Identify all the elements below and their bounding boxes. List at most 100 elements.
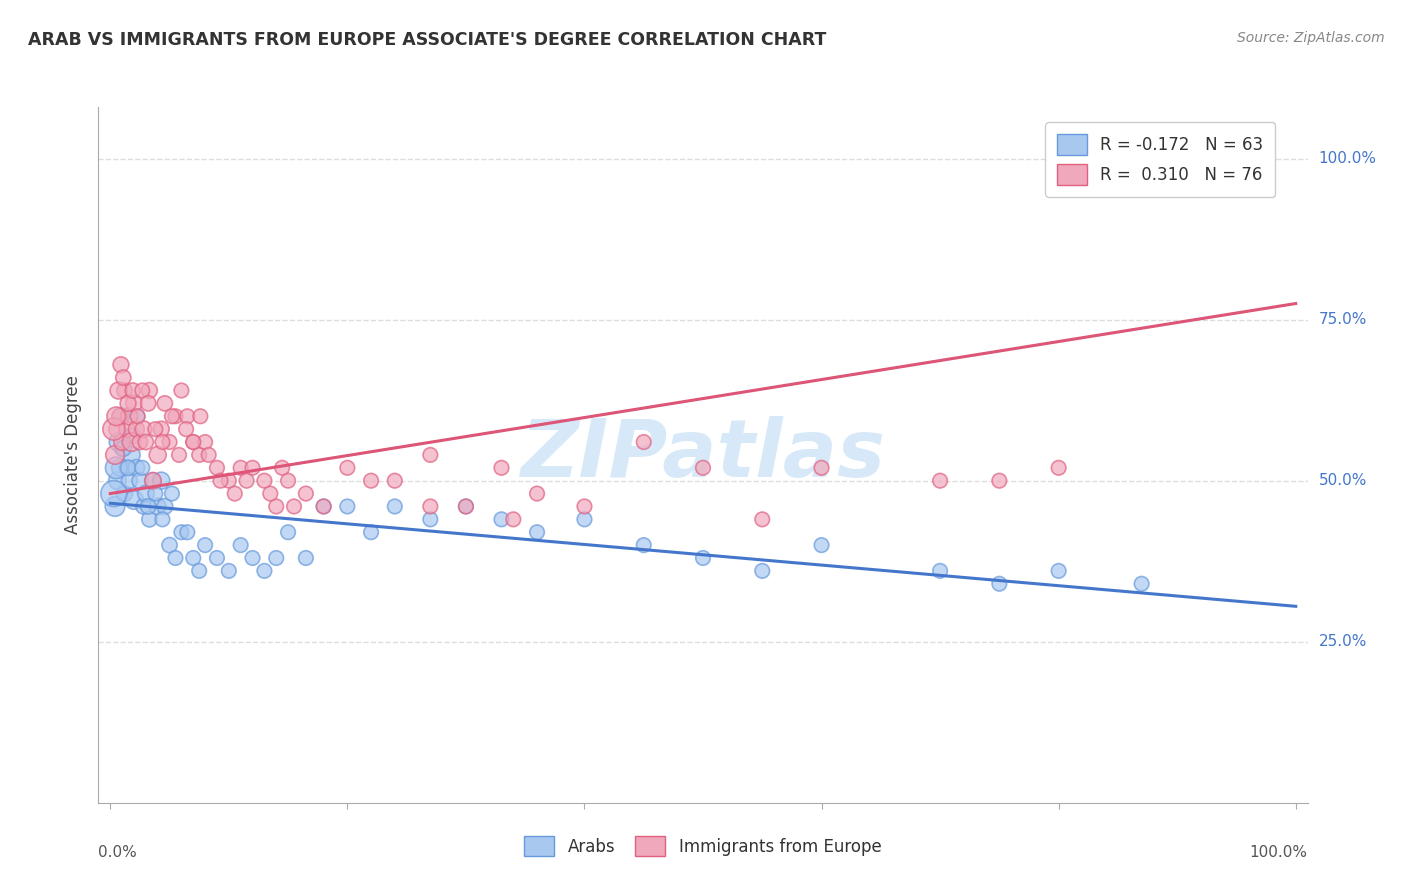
Point (150, 422, 173, 436)
Point (253, 474, 276, 488)
Point (384, 474, 406, 488)
Text: ZIPatlas: ZIPatlas (520, 416, 886, 494)
Point (205, 551, 228, 566)
Point (112, 442, 135, 456)
Text: 75.0%: 75.0% (1319, 312, 1367, 327)
Point (135, 435, 157, 450)
Point (419, 500, 441, 514)
Point (264, 500, 287, 514)
Text: 100.0%: 100.0% (1319, 151, 1376, 166)
Point (181, 435, 204, 450)
Point (132, 422, 155, 436)
Point (336, 460, 359, 475)
Point (419, 512, 441, 526)
Point (264, 551, 287, 566)
Point (153, 500, 176, 514)
Point (121, 435, 143, 450)
Point (283, 500, 305, 514)
Point (176, 525, 198, 540)
Point (103, 486, 125, 500)
Point (174, 422, 197, 436)
Point (105, 460, 128, 475)
Text: 25.0%: 25.0% (1319, 634, 1367, 649)
Point (165, 409, 187, 424)
Point (419, 448, 441, 462)
Point (235, 474, 257, 488)
Point (181, 435, 204, 450)
Point (242, 460, 264, 475)
Point (105, 409, 128, 424)
Point (526, 525, 548, 540)
Point (312, 500, 335, 514)
Point (209, 474, 232, 488)
Point (111, 435, 134, 450)
Point (194, 538, 217, 552)
Point (633, 538, 655, 552)
Point (121, 448, 143, 462)
Legend: Arabs, Immigrants from Europe: Arabs, Immigrants from Europe (516, 828, 890, 864)
Point (574, 500, 596, 514)
Point (142, 474, 165, 488)
Point (810, 538, 832, 552)
Point (751, 564, 773, 578)
Point (104, 500, 127, 514)
Point (114, 486, 136, 500)
Point (105, 422, 128, 436)
Point (277, 525, 299, 540)
Point (152, 512, 174, 526)
Point (929, 564, 952, 578)
Point (218, 474, 240, 488)
Point (810, 460, 832, 475)
Point (360, 474, 382, 488)
Point (1047, 460, 1070, 475)
Point (118, 409, 141, 424)
Point (108, 460, 131, 475)
Point (122, 396, 145, 410)
Point (988, 576, 1011, 591)
Point (135, 486, 157, 500)
Point (104, 448, 127, 462)
Point (242, 551, 264, 566)
Point (118, 474, 141, 488)
Point (176, 409, 198, 424)
Point (110, 358, 132, 372)
Point (131, 460, 153, 475)
Point (197, 448, 219, 462)
Point (1047, 564, 1070, 578)
Point (160, 409, 183, 424)
Point (117, 460, 139, 475)
Point (143, 422, 166, 436)
Point (692, 551, 714, 566)
Point (491, 512, 513, 526)
Point (170, 525, 193, 540)
Point (125, 460, 148, 475)
Point (188, 448, 211, 462)
Point (150, 474, 173, 488)
Point (751, 512, 773, 526)
Point (127, 409, 149, 424)
Point (526, 486, 548, 500)
Point (136, 396, 159, 410)
Point (218, 564, 240, 578)
Point (115, 460, 138, 475)
Point (159, 435, 181, 450)
Point (105, 474, 128, 488)
Point (229, 460, 252, 475)
Point (336, 500, 359, 514)
Point (127, 409, 149, 424)
Point (360, 525, 382, 540)
Text: 100.0%: 100.0% (1250, 845, 1308, 860)
Point (271, 460, 294, 475)
Point (692, 460, 714, 475)
Point (112, 370, 135, 384)
Point (253, 564, 276, 578)
Point (159, 538, 181, 552)
Point (277, 474, 299, 488)
Point (929, 474, 952, 488)
Point (121, 384, 143, 398)
Y-axis label: Associate's Degree: Associate's Degree (65, 376, 83, 534)
Point (138, 384, 160, 398)
Point (229, 538, 252, 552)
Point (117, 396, 139, 410)
Point (988, 474, 1011, 488)
